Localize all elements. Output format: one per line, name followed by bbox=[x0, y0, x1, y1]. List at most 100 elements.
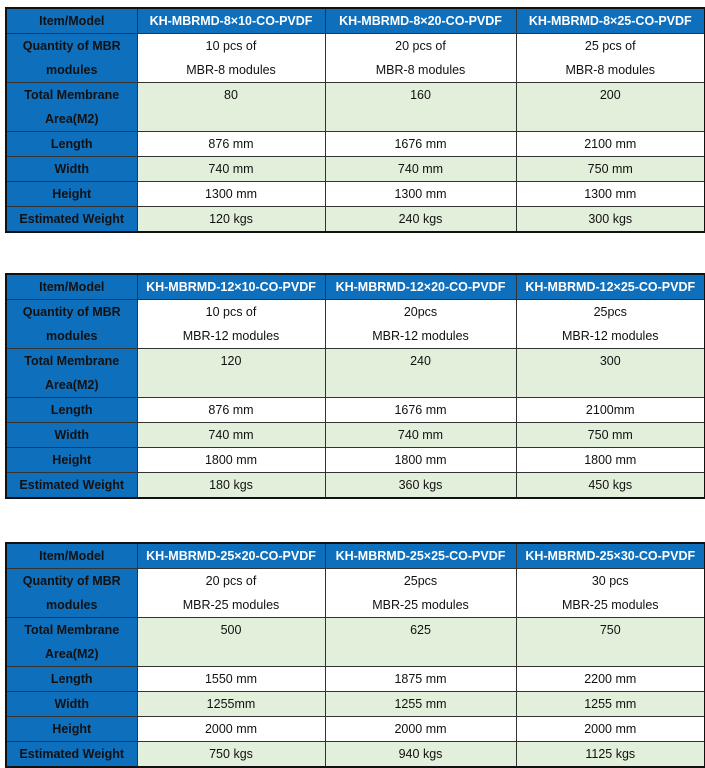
cell-value: 2200 mm bbox=[515, 666, 705, 692]
cell-value: 80 bbox=[136, 82, 326, 132]
row-label: Quantity of MBR modules bbox=[5, 299, 138, 349]
header-model-3: KH-MBRMD-25×30-CO-PVDF bbox=[515, 542, 705, 569]
cell-value: 25pcs MBR-25 modules bbox=[324, 568, 517, 618]
row-label: Width bbox=[5, 691, 138, 717]
row-label: Width bbox=[5, 422, 138, 448]
cell-value: 1676 mm bbox=[324, 397, 517, 423]
header-item-model: Item/Model bbox=[5, 273, 138, 300]
cell-value: 2000 mm bbox=[515, 716, 705, 742]
header-item-model: Item/Model bbox=[5, 7, 138, 34]
cell-value: 750 mm bbox=[515, 422, 705, 448]
row-label: Total Membrane Area(M2) bbox=[5, 82, 138, 132]
header-row: Item/Model KH-MBRMD-12×10-CO-PVDF KH-MBRMD… bbox=[5, 273, 705, 300]
table-row: Estimated Weight 120 kgs 240 kgs 300 kgs bbox=[5, 206, 705, 233]
row-label: Estimated Weight bbox=[5, 741, 138, 768]
spec-table-3: Item/Model KH-MBRMD-25×20-CO-PVDF KH-MBRMD… bbox=[5, 542, 705, 768]
cell-value: 740 mm bbox=[324, 156, 517, 182]
cell-value: 1800 mm bbox=[324, 447, 517, 473]
cell-value: 1300 mm bbox=[324, 181, 517, 207]
row-label: Length bbox=[5, 666, 138, 692]
cell-value: 300 bbox=[515, 348, 705, 398]
cell-value: 1300 mm bbox=[136, 181, 326, 207]
cell-value: 740 mm bbox=[136, 156, 326, 182]
cell-value: 450 kgs bbox=[515, 472, 705, 499]
table-row: Length 876 mm 1676 mm 2100mm bbox=[5, 397, 705, 423]
cell-value: 20 pcs of MBR-25 modules bbox=[136, 568, 326, 618]
cell-value: 1125 kgs bbox=[515, 741, 705, 768]
row-label: Total Membrane Area(M2) bbox=[5, 617, 138, 667]
cell-value: 1255mm bbox=[136, 691, 326, 717]
cell-value: 2100mm bbox=[515, 397, 705, 423]
cell-value: 740 mm bbox=[324, 422, 517, 448]
header-model-1: KH-MBRMD-25×20-CO-PVDF bbox=[136, 542, 326, 569]
row-label: Length bbox=[5, 131, 138, 157]
header-row: Item/Model KH-MBRMD-25×20-CO-PVDF KH-MBRMD… bbox=[5, 542, 705, 569]
header-model-1: KH-MBRMD-12×10-CO-PVDF bbox=[136, 273, 326, 300]
row-label: Height bbox=[5, 716, 138, 742]
cell-value: 160 bbox=[324, 82, 517, 132]
cell-value: 120 bbox=[136, 348, 326, 398]
spec-table-2: Item/Model KH-MBRMD-12×10-CO-PVDF KH-MBRMD… bbox=[5, 273, 705, 499]
cell-value: 2100 mm bbox=[515, 131, 705, 157]
header-model-3: KH-MBRMD-8×25-CO-PVDF bbox=[515, 7, 705, 34]
row-label: Height bbox=[5, 181, 138, 207]
table-row: Length 1550 mm 1875 mm 2200 mm bbox=[5, 666, 705, 692]
cell-value: 240 kgs bbox=[324, 206, 517, 233]
cell-value: 500 bbox=[136, 617, 326, 667]
header-item-model: Item/Model bbox=[5, 542, 138, 569]
cell-value: 1300 mm bbox=[515, 181, 705, 207]
table-row: Total Membrane Area(M2) 500 625 750 bbox=[5, 617, 705, 667]
cell-value: 10 pcs of MBR-12 modules bbox=[136, 299, 326, 349]
cell-value: 876 mm bbox=[136, 397, 326, 423]
cell-value: 750 kgs bbox=[136, 741, 326, 768]
header-model-3: KH-MBRMD-12×25-CO-PVDF bbox=[515, 273, 705, 300]
cell-value: 750 mm bbox=[515, 156, 705, 182]
table-row: Width 1255mm 1255 mm 1255 mm bbox=[5, 691, 705, 717]
header-model-1: KH-MBRMD-8×10-CO-PVDF bbox=[136, 7, 326, 34]
row-label: Estimated Weight bbox=[5, 206, 138, 233]
cell-value: 940 kgs bbox=[324, 741, 517, 768]
cell-value: 240 bbox=[324, 348, 517, 398]
table-row: Estimated Weight 180 kgs 360 kgs 450 kgs bbox=[5, 472, 705, 499]
header-row: Item/Model KH-MBRMD-8×10-CO-PVDF KH-MBRMD-… bbox=[5, 7, 705, 34]
table-row: Estimated Weight 750 kgs 940 kgs 1125 kgs bbox=[5, 741, 705, 768]
cell-value: 20 pcs of MBR-8 modules bbox=[324, 33, 517, 83]
cell-value: 10 pcs of MBR-8 modules bbox=[136, 33, 326, 83]
cell-value: 1550 mm bbox=[136, 666, 326, 692]
table-row: Height 1300 mm 1300 mm 1300 mm bbox=[5, 181, 705, 207]
row-label: Width bbox=[5, 156, 138, 182]
cell-value: 25 pcs of MBR-8 modules bbox=[515, 33, 705, 83]
cell-value: 30 pcs MBR-25 modules bbox=[515, 568, 705, 618]
row-label: Length bbox=[5, 397, 138, 423]
cell-value: 1800 mm bbox=[136, 447, 326, 473]
cell-value: 1255 mm bbox=[324, 691, 517, 717]
cell-value: 2000 mm bbox=[136, 716, 326, 742]
table-row: Length 876 mm 1676 mm 2100 mm bbox=[5, 131, 705, 157]
table-row: Width 740 mm 740 mm 750 mm bbox=[5, 422, 705, 448]
row-label: Quantity of MBR modules bbox=[5, 33, 138, 83]
spec-table-1: Item/Model KH-MBRMD-8×10-CO-PVDF KH-MBRMD-… bbox=[5, 7, 705, 233]
header-model-2: KH-MBRMD-12×20-CO-PVDF bbox=[324, 273, 517, 300]
cell-value: 2000 mm bbox=[324, 716, 517, 742]
cell-value: 740 mm bbox=[136, 422, 326, 448]
cell-value: 180 kgs bbox=[136, 472, 326, 499]
cell-value: 20pcs MBR-12 modules bbox=[324, 299, 517, 349]
table-row: Quantity of MBR modules 10 pcs of MBR-8 m… bbox=[5, 33, 705, 83]
cell-value: 120 kgs bbox=[136, 206, 326, 233]
cell-value: 1875 mm bbox=[324, 666, 517, 692]
header-model-2: KH-MBRMD-25×25-CO-PVDF bbox=[324, 542, 517, 569]
row-label: Estimated Weight bbox=[5, 472, 138, 499]
table-row: Total Membrane Area(M2) 80 160 200 bbox=[5, 82, 705, 132]
table-row: Height 1800 mm 1800 mm 1800 mm bbox=[5, 447, 705, 473]
cell-value: 360 kgs bbox=[324, 472, 517, 499]
cell-value: 750 bbox=[515, 617, 705, 667]
header-model-2: KH-MBRMD-8×20-CO-PVDF bbox=[324, 7, 517, 34]
row-label: Height bbox=[5, 447, 138, 473]
cell-value: 300 kgs bbox=[515, 206, 705, 233]
cell-value: 625 bbox=[324, 617, 517, 667]
cell-value: 876 mm bbox=[136, 131, 326, 157]
cell-value: 1255 mm bbox=[515, 691, 705, 717]
cell-value: 1676 mm bbox=[324, 131, 517, 157]
row-label: Quantity of MBR modules bbox=[5, 568, 138, 618]
row-label: Total Membrane Area(M2) bbox=[5, 348, 138, 398]
